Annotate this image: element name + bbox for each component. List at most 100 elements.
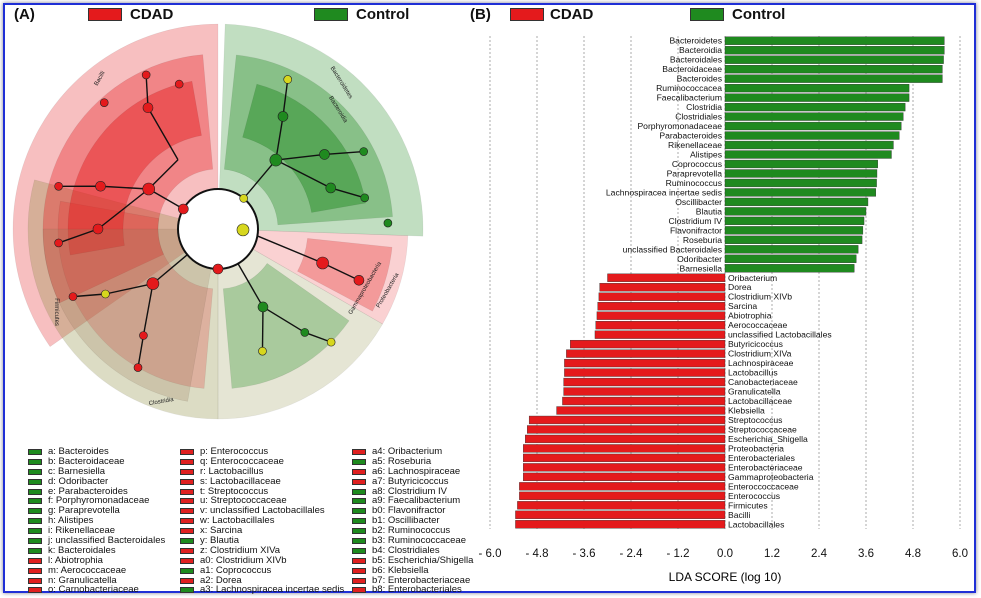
tree-node [319,149,330,160]
bar-label: Enterococcus [728,491,780,501]
x-tick-label: 0.0 [717,548,733,560]
tree-branch [148,188,184,210]
key-swatch [352,488,366,495]
key-swatch [180,537,194,544]
panel-b-cdad-swatch [510,8,544,21]
key-text: a7: Butyricicoccus [372,475,449,487]
key-swatch [180,567,194,574]
tree-node [54,238,63,248]
tree-node [257,301,269,313]
bar-label: Sarcina [728,301,757,311]
key-item: g: Paraprevotella [28,506,165,516]
key-text: v: unclassified Lactobacillales [200,505,325,517]
key-item: k: Bacteroidales [28,546,165,556]
bar-label: Bacteroidaceae [662,64,722,74]
tree-node [325,182,337,194]
bar-label: Klebsiella [728,405,765,415]
bar [724,65,943,74]
x-tick-label: 6.0 [952,548,968,560]
panel-a-control-legend: Control [356,6,410,23]
bar-label: Bacteroidetes [669,36,722,46]
key-item: s: Lactobacillaceae [180,476,344,487]
bar-label: Barnesiella [679,263,722,273]
bar [563,387,726,396]
x-tick-label: - 1.2 [666,548,689,560]
bar-label: Abiotrophia [728,311,772,321]
tree-branch [142,283,154,336]
bar [519,482,726,491]
tree-node [236,223,250,237]
tree-node [283,75,293,84]
key-text: d: Odoribacter [48,475,109,487]
tree-branch [148,159,179,190]
key-item: b7: Enterobacteriaceae [352,575,473,586]
key-text: b3: Ruminococcaceae [372,535,466,547]
lactobacillales-band [42,54,214,304]
key-text: a5: Roseburia [372,455,432,467]
key-swatch [28,587,42,594]
key-item: x: Sarcina [180,526,344,536]
tree-node [239,194,249,203]
key-item: b2: Ruminococcus [352,526,473,536]
x-tick-label: - 2.4 [619,548,643,560]
bar-label: Faecalibacterium [657,93,722,103]
bar-label: Lachnospiraceae [728,358,794,368]
x-tick-label: - 3.6 [572,548,595,560]
key-item: l: Abiotrophia [28,554,165,566]
bar-label: Canobacteriaceae [728,377,798,387]
tree-branch [282,79,289,117]
key-text: m: Aerococcaceae [48,564,127,576]
key-swatch [352,557,366,564]
key-item: f: Porphyromonadaceae [28,496,165,506]
tree-branch [243,159,277,199]
bar [515,520,726,529]
key-item: o: Carnobacteriaceae [28,585,165,595]
key-swatch [352,448,366,455]
bar [724,93,910,102]
bar [566,349,726,358]
tree-node [359,147,368,156]
bar [523,472,726,481]
key-text: o: Carnobacteriaceae [48,584,139,596]
key-swatch [28,537,42,544]
tree-branch [97,188,150,230]
bar-label: Parabacteroides [659,131,722,141]
key-text: l: Abiotrophia [48,554,103,566]
key-swatch [352,528,366,535]
bar [724,159,878,169]
bar-label: Clostridium IV [669,216,723,226]
bar-label: Paraprevotella [667,168,723,178]
key-text: h: Alistipes [48,515,94,527]
key-text: a9: Faecalibacterium [372,495,461,507]
key-swatch [28,458,42,465]
key-item: r: Lactobacillus [180,466,344,477]
bar-label: Streptococcus [728,415,782,425]
bar [564,358,726,368]
key-swatch [28,518,42,525]
tree-branch [262,306,306,334]
key-swatch [180,518,194,525]
key-text: b2: Ruminococcus [372,525,451,537]
key-item: b1: Oscillibacter [352,516,473,526]
family-band-a [67,80,202,256]
bar [556,406,726,415]
key-swatch [352,567,366,574]
tree-node [212,263,224,275]
tree-node [146,277,160,290]
key-text: t: Streptococcus [200,485,269,497]
key-text: b5: Escherichia/Shigella [372,554,474,566]
key-text: b: Bacteroidaceae [48,455,125,467]
bar [724,178,877,188]
bar [724,131,900,140]
key-column-3: a4: Oribacterium a5: Roseburia a6: Lachnos… [352,447,473,595]
key-item: b0: Flavonifractor [352,506,473,516]
key-swatch [28,557,42,564]
bar [598,292,726,301]
bar-label: Enterobacteriales [728,453,795,463]
key-item: a5: Roseburia [352,455,473,467]
tree-node [133,363,143,372]
bar-label: Bacteroidales [670,55,722,65]
bar-label: Porphyromonadaceae [637,121,722,131]
key-swatch [352,468,366,475]
key-text: i: Rikenellaceae [48,525,116,537]
